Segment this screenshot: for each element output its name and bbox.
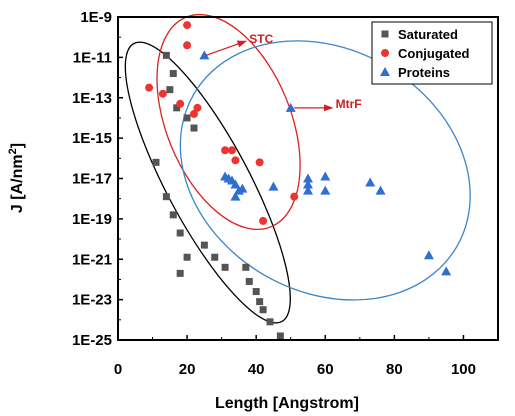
legend-label: Saturated — [398, 27, 458, 42]
y-tick-label: 1E-25 — [72, 332, 112, 349]
conjugated-point — [158, 89, 167, 98]
legend-marker — [381, 49, 389, 57]
proteins-point — [237, 183, 248, 193]
y-axis: 1E-9 1E-11 1E-13 1E-15 1E-17 1E-19 1E-21 1E-23 1… — [72, 9, 123, 349]
conjugated-point — [228, 146, 236, 155]
x-tick-label: 100 — [451, 361, 476, 378]
saturated-point — [183, 253, 191, 261]
proteins-point — [375, 185, 386, 195]
annotation-label: MtrF — [336, 97, 362, 111]
conjugated-point — [193, 103, 202, 112]
y-tick-label: 1E-17 — [72, 171, 112, 188]
proteins-point — [423, 250, 434, 260]
annotation-arrow — [205, 40, 247, 56]
saturated-point — [256, 298, 264, 306]
proteins-point — [365, 177, 376, 187]
conjugated-point — [176, 99, 185, 108]
points-layer — [145, 21, 452, 340]
legend-label: Conjugated — [398, 46, 470, 61]
saturated-point — [183, 114, 191, 122]
saturated-point — [211, 253, 219, 261]
saturated-point — [221, 263, 229, 271]
saturated-point — [173, 104, 181, 112]
proteins-point — [441, 266, 452, 276]
conjugated-point — [255, 158, 264, 167]
x-tick-label: 80 — [386, 361, 403, 378]
saturated-ellipse — [124, 41, 291, 324]
proteins-point — [199, 50, 210, 60]
conjugated-point — [145, 83, 154, 92]
conjugated-point — [190, 109, 198, 118]
y-tick-label: 1E-21 — [72, 251, 112, 268]
annotation-layer: STC MtrF — [205, 32, 362, 112]
proteins-point — [303, 185, 313, 195]
legend-box — [371, 21, 493, 85]
proteins-point — [268, 181, 279, 191]
proteins-point — [320, 185, 331, 195]
saturated-point — [259, 306, 267, 314]
y-tick-label: 1E-11 — [73, 49, 112, 66]
saturated-point — [162, 51, 170, 59]
y-tick-label: 1E-19 — [72, 211, 112, 228]
saturated-point — [176, 229, 184, 237]
y-axis-title: J [A/nm2] — [7, 143, 26, 213]
saturated-point — [200, 241, 208, 249]
saturated-point — [152, 158, 160, 166]
x-tick-label: 20 — [179, 361, 196, 378]
saturated-point — [166, 86, 174, 94]
legend-marker — [380, 67, 390, 76]
x-axis-title: Length [Angstrom] — [215, 395, 359, 412]
proteins-point — [230, 179, 241, 189]
saturated-point — [266, 318, 274, 326]
proteins-point — [320, 171, 331, 181]
x-axis: 0 20 40 60 80 100 — [114, 335, 476, 378]
conjugated-point — [221, 146, 230, 155]
legend-marker — [381, 30, 389, 38]
legend: Saturated Conjugated Proteins — [371, 21, 493, 85]
conjugated-point — [183, 41, 192, 50]
conjugated-point — [259, 216, 268, 225]
proteins-point — [230, 191, 241, 201]
proteins-point — [303, 179, 313, 189]
saturated-point — [242, 263, 250, 271]
saturated-point — [169, 70, 177, 78]
conjugated-point — [231, 156, 240, 165]
saturated-point — [276, 332, 284, 340]
y-tick-label: 1E-13 — [72, 90, 112, 107]
y-tick-label: 1E-9 — [80, 9, 112, 26]
x-tick-label: 60 — [317, 361, 334, 378]
y-tick-label: 1E-23 — [72, 292, 112, 309]
proteins-point — [285, 102, 296, 112]
saturated-point — [176, 269, 184, 277]
legend-label: Proteins — [398, 65, 450, 80]
conjugated-ellipse — [156, 13, 301, 231]
x-tick-label: 0 — [114, 361, 122, 378]
saturated-point — [245, 277, 253, 285]
conjugated-point — [183, 21, 192, 30]
saturated-point — [169, 211, 177, 219]
conjugated-point — [290, 192, 299, 201]
saturated-point — [190, 124, 198, 132]
annotation-label: STC — [249, 32, 273, 46]
x-tick-label: 40 — [248, 361, 265, 378]
saturated-point — [252, 288, 260, 296]
saturated-point — [162, 193, 170, 201]
proteins-point — [303, 173, 313, 183]
y-tick-label: 1E-15 — [72, 130, 112, 147]
